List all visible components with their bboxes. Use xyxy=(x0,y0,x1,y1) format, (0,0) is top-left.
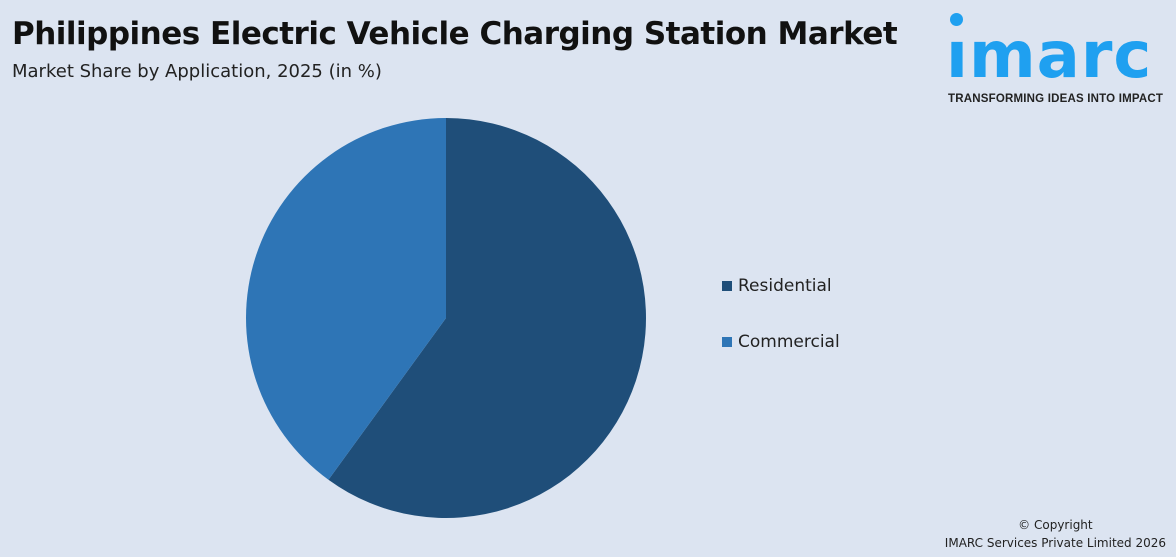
legend-swatch xyxy=(722,337,732,347)
legend-item-residential: Residential xyxy=(722,276,832,296)
legend-swatch xyxy=(722,281,732,291)
legend-item-commercial: Commercial xyxy=(722,332,840,352)
imarc-logo-dot xyxy=(950,13,963,26)
pie-slice-commercial xyxy=(246,117,446,480)
legend-label: Residential xyxy=(738,276,832,296)
chart-title: Philippines Electric Vehicle Charging St… xyxy=(12,16,898,52)
pie-slice-residential xyxy=(328,118,646,519)
logo-tagline: TRANSFORMING IDEAS INTO IMPACT xyxy=(948,93,1164,105)
copyright-company: IMARC Services Private Limited 2026 xyxy=(944,536,1166,550)
imarc-logo: ımarc xyxy=(946,10,1170,88)
logo-wordmark: ımarc xyxy=(946,19,1153,93)
copyright: © Copyright IMARC Services Private Limit… xyxy=(945,516,1166,552)
copyright-label: © Copyright xyxy=(1018,518,1093,532)
chart-subtitle: Market Share by Application, 2025 (in %) xyxy=(12,61,382,82)
legend-label: Commercial xyxy=(738,332,840,352)
